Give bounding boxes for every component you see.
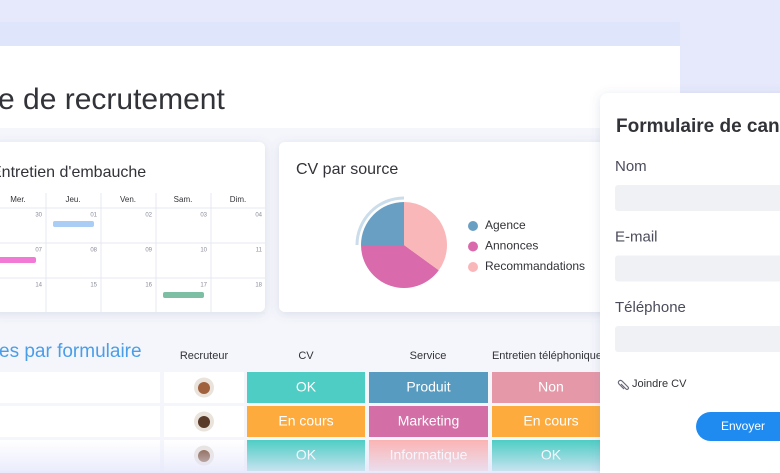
day-number: 07 [35, 248, 42, 254]
submit-button[interactable] [696, 412, 780, 441]
day-number: 10 [200, 248, 207, 254]
status-label: En cours [278, 413, 333, 429]
row-name-cell [0, 406, 160, 437]
event-bar [53, 221, 94, 227]
submit-label[interactable]: Envoyer [721, 419, 765, 433]
calendar-card [0, 142, 265, 312]
day-number: 08 [90, 248, 97, 254]
day-number: 11 [256, 248, 263, 254]
status-cell [492, 406, 610, 437]
field-label: Téléphone [615, 299, 686, 316]
slice-highlight [355, 196, 405, 246]
pie-slice [361, 202, 404, 245]
row-name-cell [0, 372, 160, 403]
day-number: 16 [145, 283, 152, 289]
day-number: 03 [200, 213, 207, 219]
day-number: 18 [255, 283, 262, 289]
table-title: es par formulaire [0, 341, 142, 362]
status-cell [369, 406, 488, 437]
day-number: 02 [145, 213, 152, 219]
day-number: 14 [35, 283, 42, 289]
status-cell [247, 372, 365, 403]
day-number: 01 [90, 213, 97, 219]
legend-swatch [468, 262, 478, 272]
status-label: Marketing [398, 413, 459, 429]
status-label: Non [538, 379, 564, 395]
weekday: Dim. [230, 195, 246, 204]
page-title: e de recrutement [0, 83, 225, 116]
avatar-face [198, 382, 210, 394]
field-input[interactable] [615, 255, 780, 282]
event-bar [0, 257, 36, 263]
avatar-face [198, 416, 210, 428]
column-header: Entretien téléphonique [492, 350, 602, 362]
pie-slice [404, 202, 448, 271]
calendar: Mer. Jeu. Ven. Sam. Dim. 30 01 02 03 04 07 08 09 10 11… [0, 193, 265, 314]
weekday: Ven. [120, 195, 136, 204]
column-header: Service [410, 350, 447, 362]
status-cell [247, 406, 365, 437]
calendar-title: Entretien d'embauche [0, 164, 146, 181]
status-label: OK [296, 379, 317, 395]
pie-chart: Agence Annonces Recommandations [355, 196, 585, 288]
weekday: Mer. [10, 195, 26, 204]
chart-title: CV par source [296, 161, 398, 178]
day-number: 09 [145, 248, 152, 254]
day-number: 15 [90, 283, 97, 289]
column-header: CV [298, 350, 314, 362]
fade [0, 440, 680, 473]
field-input[interactable] [615, 185, 780, 211]
weekday: Jeu. [65, 195, 80, 204]
status-label: En cours [523, 413, 578, 429]
status-label: Produit [406, 379, 450, 395]
legend-swatch [468, 221, 478, 231]
top-bar [0, 22, 680, 46]
chart-card [279, 142, 619, 312]
column-header: Recruteur [180, 350, 229, 362]
weekday: Sam. [174, 195, 193, 204]
legend-label: Agence [485, 218, 526, 232]
event-bar [163, 292, 204, 298]
legend-label: Annonces [485, 239, 538, 253]
status-cell [369, 372, 488, 403]
form-title: Formulaire de candidature [616, 116, 780, 137]
field-label: Nom [615, 158, 647, 175]
legend-label: Recommandations [485, 259, 585, 273]
legend-swatch [468, 241, 478, 252]
day-number: 30 [35, 213, 42, 219]
day-number: 04 [255, 213, 262, 219]
status-cell [492, 372, 610, 403]
attach-link[interactable]: Joindre CV [632, 378, 687, 390]
field-input[interactable] [615, 326, 780, 352]
form: Nom E-mail Téléphone [615, 158, 780, 352]
paperclip-icon [617, 379, 629, 390]
day-number: 17 [200, 283, 207, 289]
field-label: E-mail [615, 228, 658, 245]
pie-slice [361, 245, 439, 288]
